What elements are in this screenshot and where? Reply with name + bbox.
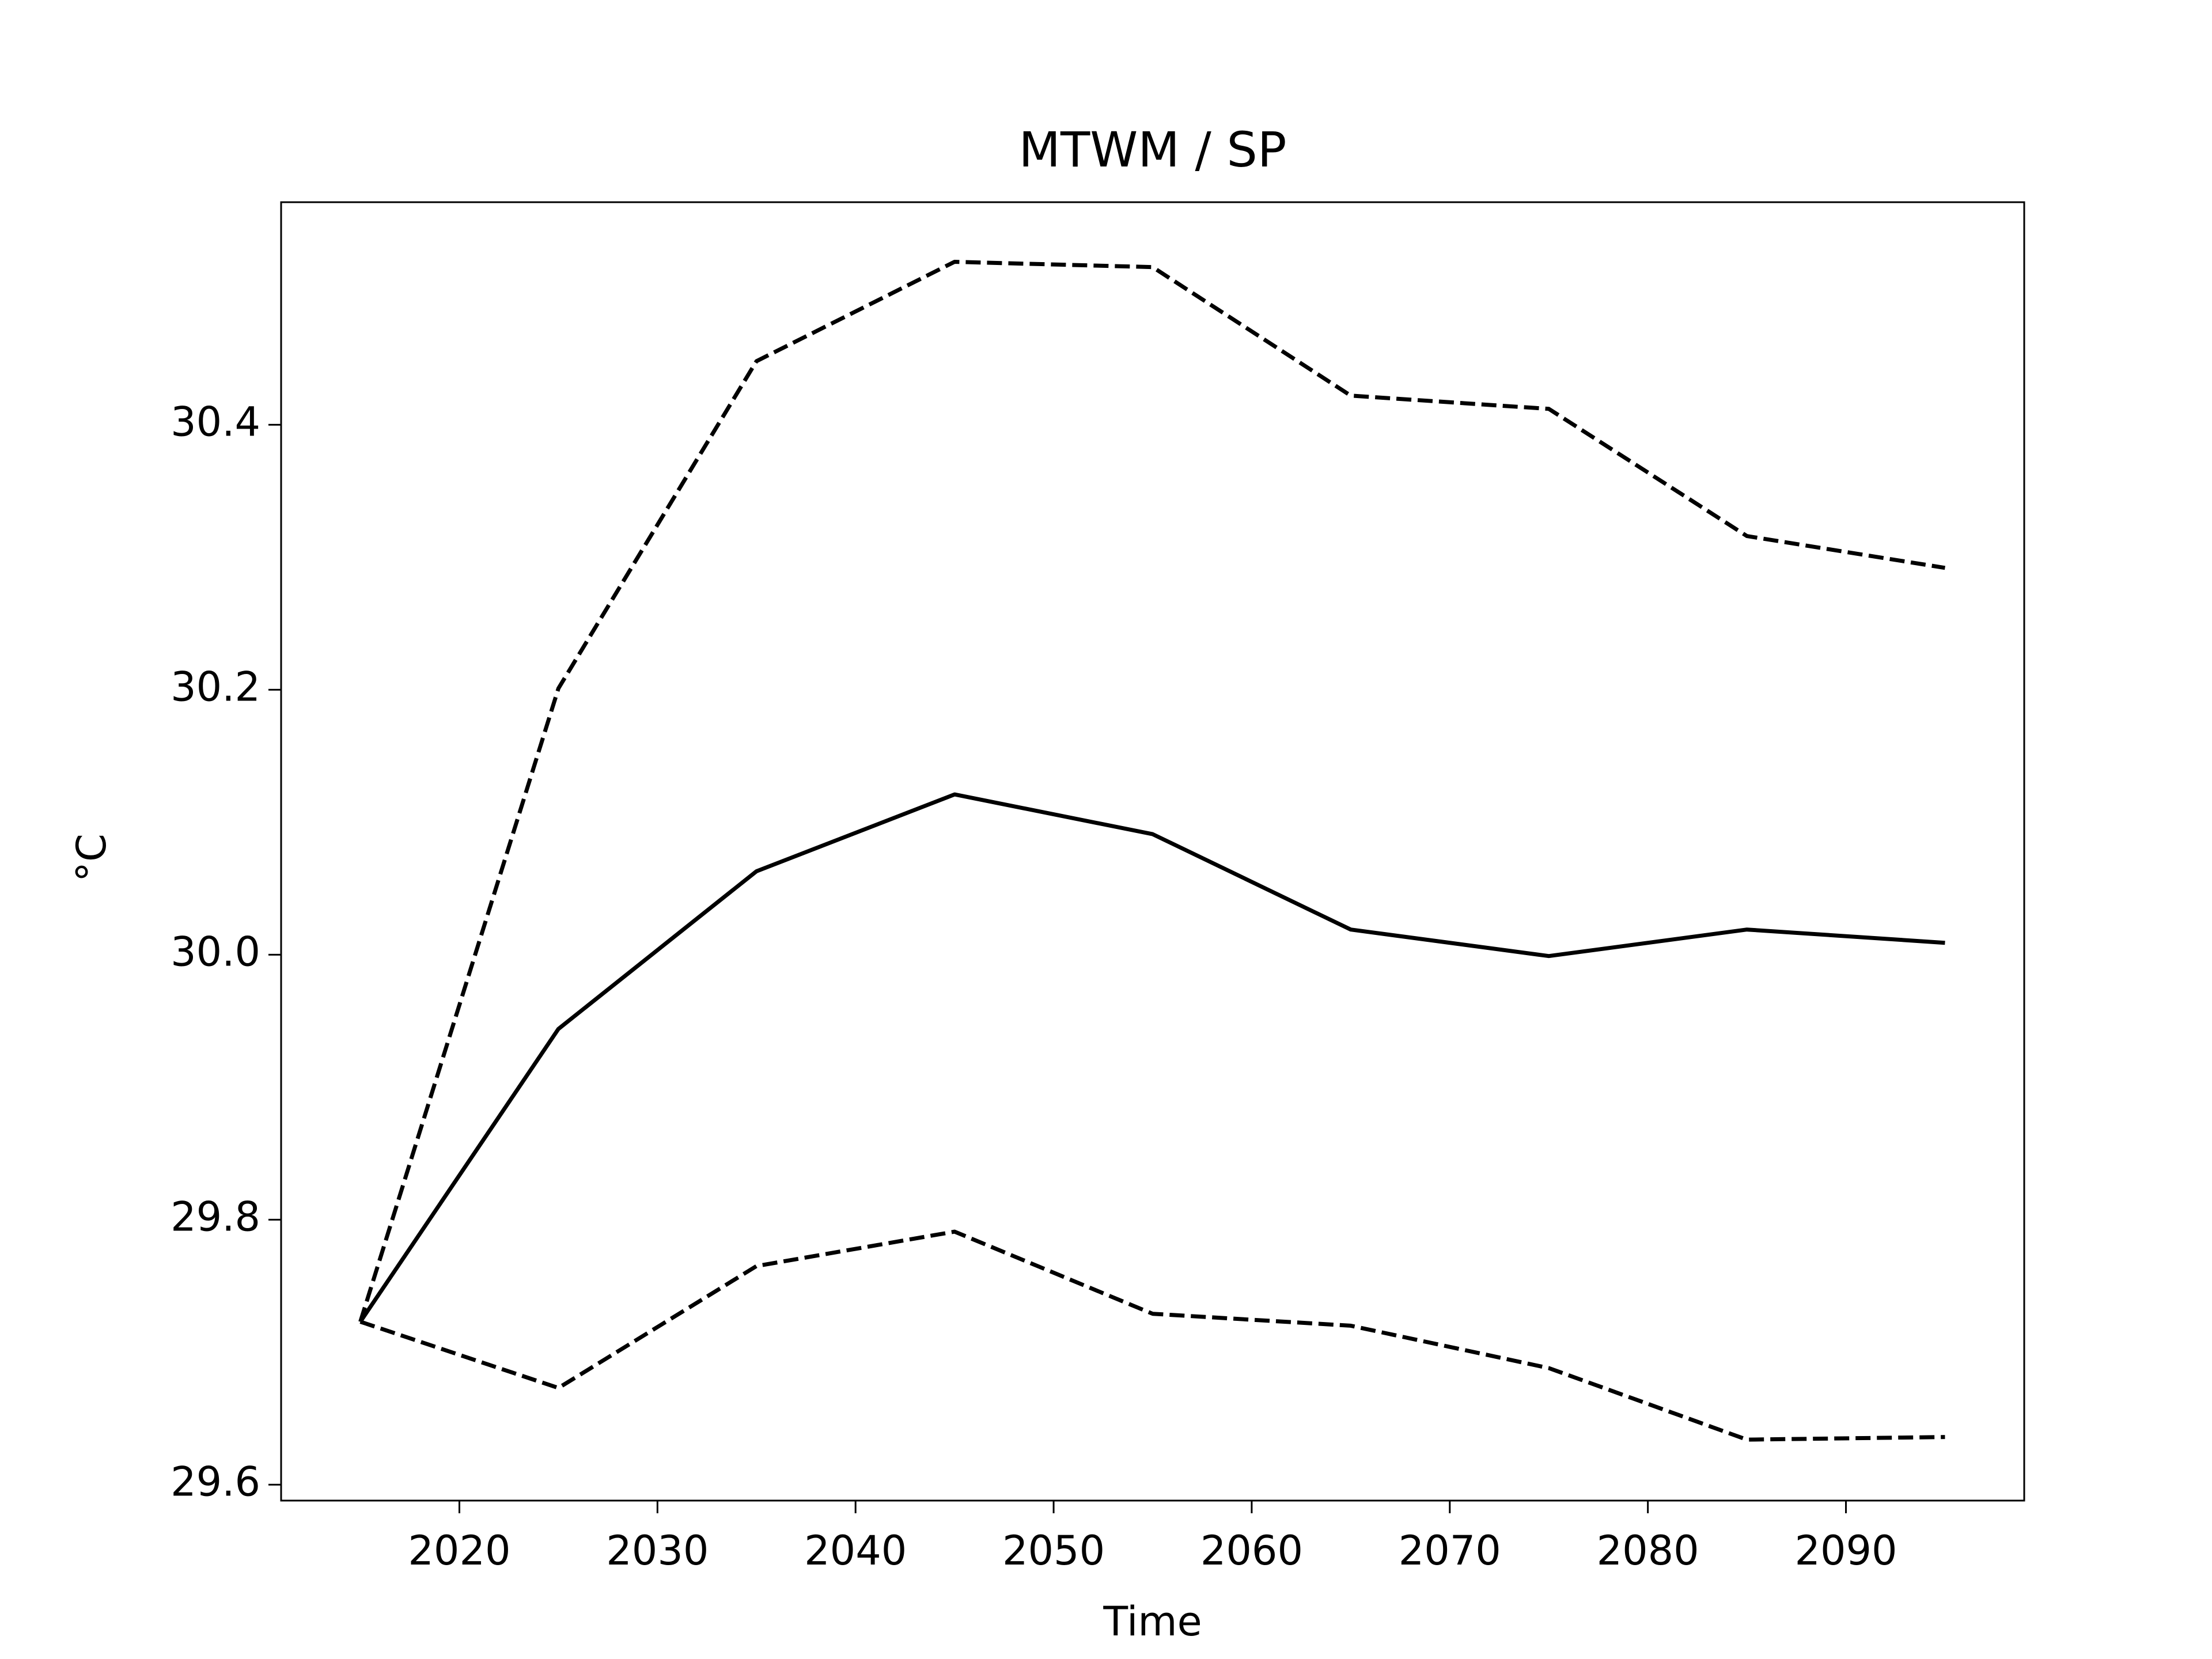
x-axis-label: Time	[1103, 1598, 1202, 1645]
x-tick-label: 2030	[606, 1527, 709, 1574]
x-tick-label: 2020	[408, 1527, 510, 1574]
y-tick-label: 29.8	[171, 1193, 260, 1240]
x-tick-label: 2090	[1794, 1527, 1897, 1574]
y-tick-label: 30.0	[171, 928, 260, 975]
x-tick-label: 2060	[1200, 1527, 1303, 1574]
x-tick-label: 2080	[1597, 1527, 1699, 1574]
y-tick-label: 30.2	[171, 663, 260, 710]
x-tick-label: 2050	[1002, 1527, 1105, 1574]
y-tick-label: 30.4	[171, 398, 260, 445]
series-line	[358, 792, 1945, 1323]
y-tick-label: 29.6	[171, 1458, 260, 1505]
series-line	[359, 1229, 1945, 1442]
plot-frame	[280, 201, 2025, 1502]
series-line	[358, 260, 1946, 1323]
x-tick-label: 2040	[804, 1527, 907, 1574]
chart-title: MTWM / SP	[1019, 122, 1287, 178]
x-tick-label: 2070	[1399, 1527, 1501, 1574]
y-axis-label: °C	[68, 834, 115, 882]
